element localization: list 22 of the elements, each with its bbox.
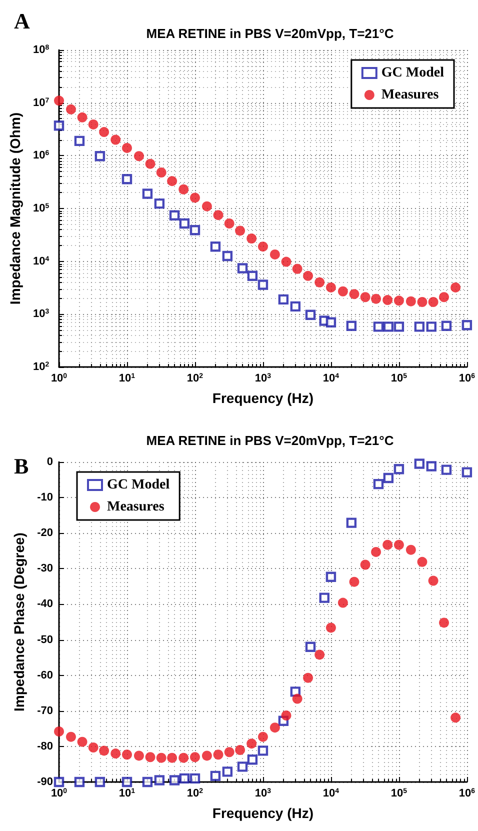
y-tick-label: 0 [46,456,53,468]
y-tick-label: -40 [37,598,53,610]
y-tick-label: -70 [37,704,53,717]
text: B [14,454,29,478]
y-axis-title: Impedance Phase (Degree) [11,532,28,712]
legend-label: Measures [381,88,440,102]
y-tick-label: -90 [37,776,53,788]
legend-label: Measures [107,500,165,514]
y-tick-label: -60 [37,669,53,682]
y-tick-label: -20 [37,527,53,540]
x-axis-title: Frequency (Hz) [212,390,314,406]
y-tick-label: -30 [37,562,53,575]
y-axis-title: Impedance Magnitude (Ohm) [7,112,24,305]
legend-label: GC Model [381,66,444,80]
legend-label: GC Model [107,478,170,492]
text: A [14,8,30,34]
chart-title: MEA RETINE in PBS V=20mVpp, T=21°C [146,433,394,448]
y-tick-label: -80 [37,740,53,752]
y-tick-label: -10 [37,492,53,504]
y-tick-label: -50 [37,634,53,646]
chart-title: MEA RETINE in PBS V=20mVpp, T=21°C [146,26,394,41]
x-axis-title: Frequency (Hz) [212,805,314,821]
